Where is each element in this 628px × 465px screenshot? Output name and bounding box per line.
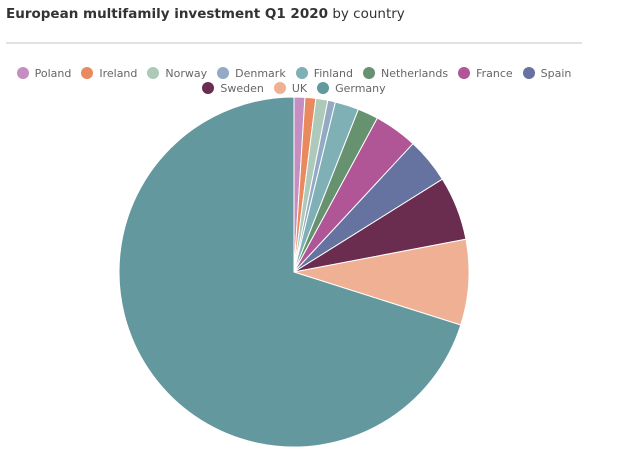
slice-germany[interactable] — [118, 96, 462, 448]
legend-swatch — [317, 82, 330, 94]
legend-item-netherlands[interactable]: Netherlands — [363, 66, 448, 81]
legend-swatch — [363, 67, 375, 79]
legend-label: Ireland — [99, 67, 138, 80]
legend-label: Finland — [313, 67, 353, 80]
legend-label: Denmark — [235, 67, 286, 80]
legend-item-spain[interactable]: Spain — [522, 66, 572, 81]
legend-item-ireland[interactable]: Ireland — [81, 66, 137, 81]
legend-swatch — [202, 82, 215, 94]
legend-item-sweden[interactable]: Sweden — [202, 81, 264, 96]
legend-swatch — [16, 67, 29, 79]
legend-swatch — [273, 82, 286, 94]
legend-item-finland[interactable]: Finland — [295, 66, 353, 81]
legend-label: Poland — [34, 67, 72, 80]
legend-swatch — [147, 67, 160, 79]
legend-swatch — [522, 67, 535, 79]
legend-swatch — [295, 67, 308, 79]
legend-item-poland[interactable]: Poland — [16, 66, 72, 81]
legend-label: Netherlands — [381, 67, 449, 80]
legend-item-germany[interactable]: Germany — [317, 81, 386, 96]
legend-swatch — [81, 67, 94, 79]
title-rest: by country — [332, 6, 405, 22]
legend-item-uk[interactable]: UK — [273, 81, 308, 96]
legend-label: Sweden — [220, 82, 264, 95]
legend-label: Germany — [335, 82, 386, 95]
chart-title: European multifamily investment Q1 2020 … — [6, 6, 405, 22]
legend-label: UK — [291, 82, 308, 95]
legend-label: France — [476, 67, 513, 80]
legend: Poland Ireland Norway Denmark Finland Netherl… — [0, 66, 588, 96]
legend-swatch — [217, 67, 230, 79]
title-bold: European multifamily investment Q1 2020 — [6, 6, 329, 22]
legend-item-denmark[interactable]: Denmark — [217, 66, 286, 81]
divider — [6, 42, 582, 44]
legend-label: Spain — [540, 67, 572, 80]
legend-item-norway[interactable]: Norway — [147, 66, 207, 81]
legend-item-france[interactable]: France — [458, 66, 513, 81]
legend-label: Norway — [165, 67, 208, 80]
legend-swatch — [458, 67, 471, 79]
